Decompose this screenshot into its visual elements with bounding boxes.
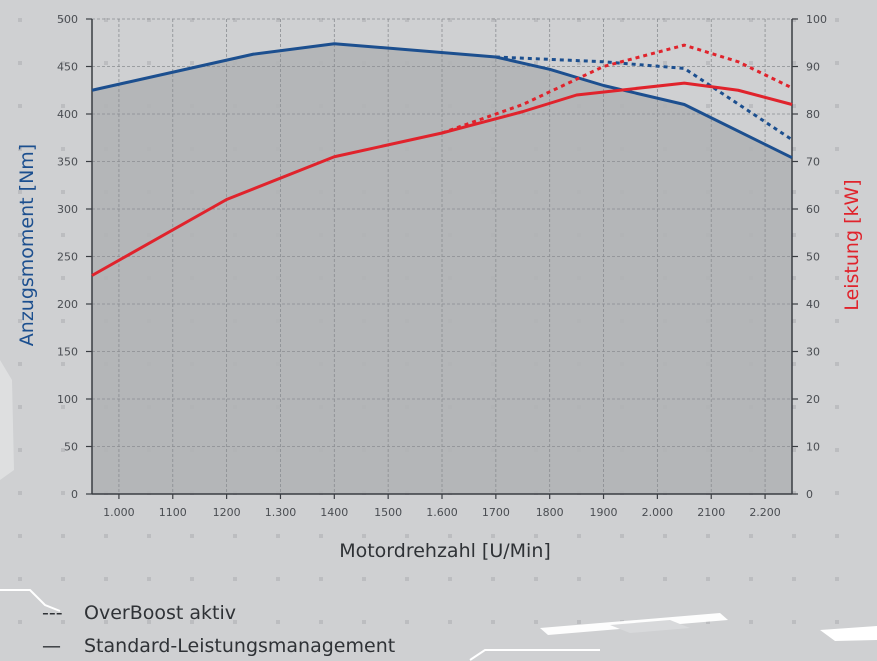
x-tick-label: 1700 — [482, 506, 510, 519]
legend-overboost-label: OverBoost aktiv — [84, 602, 236, 624]
y-right-tick-label: 70 — [806, 156, 820, 169]
x-tick-label: 1400 — [320, 506, 348, 519]
y-left-tick-label: 400 — [57, 108, 78, 121]
y-left-tick-label: 250 — [57, 251, 78, 264]
y-right-tick-label: 100 — [806, 13, 827, 26]
y-right-tick-label: 10 — [806, 441, 820, 454]
x-tick-label: 1100 — [159, 506, 187, 519]
power-dashed-line — [441, 43, 793, 135]
legend-standard-symbol: — — [42, 635, 61, 657]
series-lines — [91, 42, 793, 277]
y-left-tick-label: 500 — [57, 13, 78, 26]
y-right-tick-label: 40 — [806, 298, 820, 311]
legend-overboost-symbol: --- — [42, 602, 63, 624]
y-axis-left-title: Anzugsmoment [Nm] — [16, 144, 38, 346]
torque-solid-line — [91, 42, 793, 160]
x-tick-label: 1200 — [213, 506, 241, 519]
x-tick-label: 1900 — [590, 506, 618, 519]
y-right-tick-label: 30 — [806, 346, 820, 359]
x-axis-title: Motordrehzahl [U/Min] — [339, 540, 551, 562]
y-right-tick-label: 0 — [806, 488, 813, 501]
x-tick-label: 2.200 — [749, 506, 781, 519]
plot-area — [92, 18, 792, 494]
y-right-tick-label: 80 — [806, 108, 820, 121]
y-right-tick-label: 60 — [806, 203, 820, 216]
legend-standard-label: Standard-Leistungsmanagement — [84, 635, 395, 657]
x-tick-label: 2100 — [697, 506, 725, 519]
tick-labels: 0 50 100 150 200 250 300 350 400 450 500 0 10 20 30 40 5… — [57, 13, 827, 519]
y-left-tick-label: 150 — [57, 346, 78, 359]
x-tick-label: 2.000 — [642, 506, 674, 519]
decorative-streaks — [0, 360, 877, 661]
x-tick-label: 1.000 — [103, 506, 135, 519]
y-axis-right-title: Leistung [kW] — [841, 179, 863, 310]
x-tick-label: 1.600 — [426, 506, 458, 519]
y-left-tick-label: 50 — [64, 441, 78, 454]
y-left-tick-label: 0 — [71, 488, 78, 501]
y-left-tick-label: 300 — [57, 203, 78, 216]
y-left-tick-label: 100 — [57, 393, 78, 406]
torque-area-fill — [92, 43, 792, 494]
y-left-tick-label: 350 — [57, 156, 78, 169]
y-left-tick-label: 200 — [57, 298, 78, 311]
power-solid-line — [91, 81, 793, 277]
y-right-tick-label: 50 — [806, 251, 820, 264]
y-left-tick-label: 450 — [57, 61, 78, 74]
y-right-tick-label: 20 — [806, 393, 820, 406]
x-tick-label: 1800 — [536, 506, 564, 519]
y-right-tick-label: 90 — [806, 61, 820, 74]
axes — [86, 18, 798, 499]
legend: --- OverBoost aktiv — Standard-Leistungs… — [42, 602, 395, 657]
x-tick-label: 1500 — [374, 506, 402, 519]
x-tick-label: 1.300 — [265, 506, 297, 519]
